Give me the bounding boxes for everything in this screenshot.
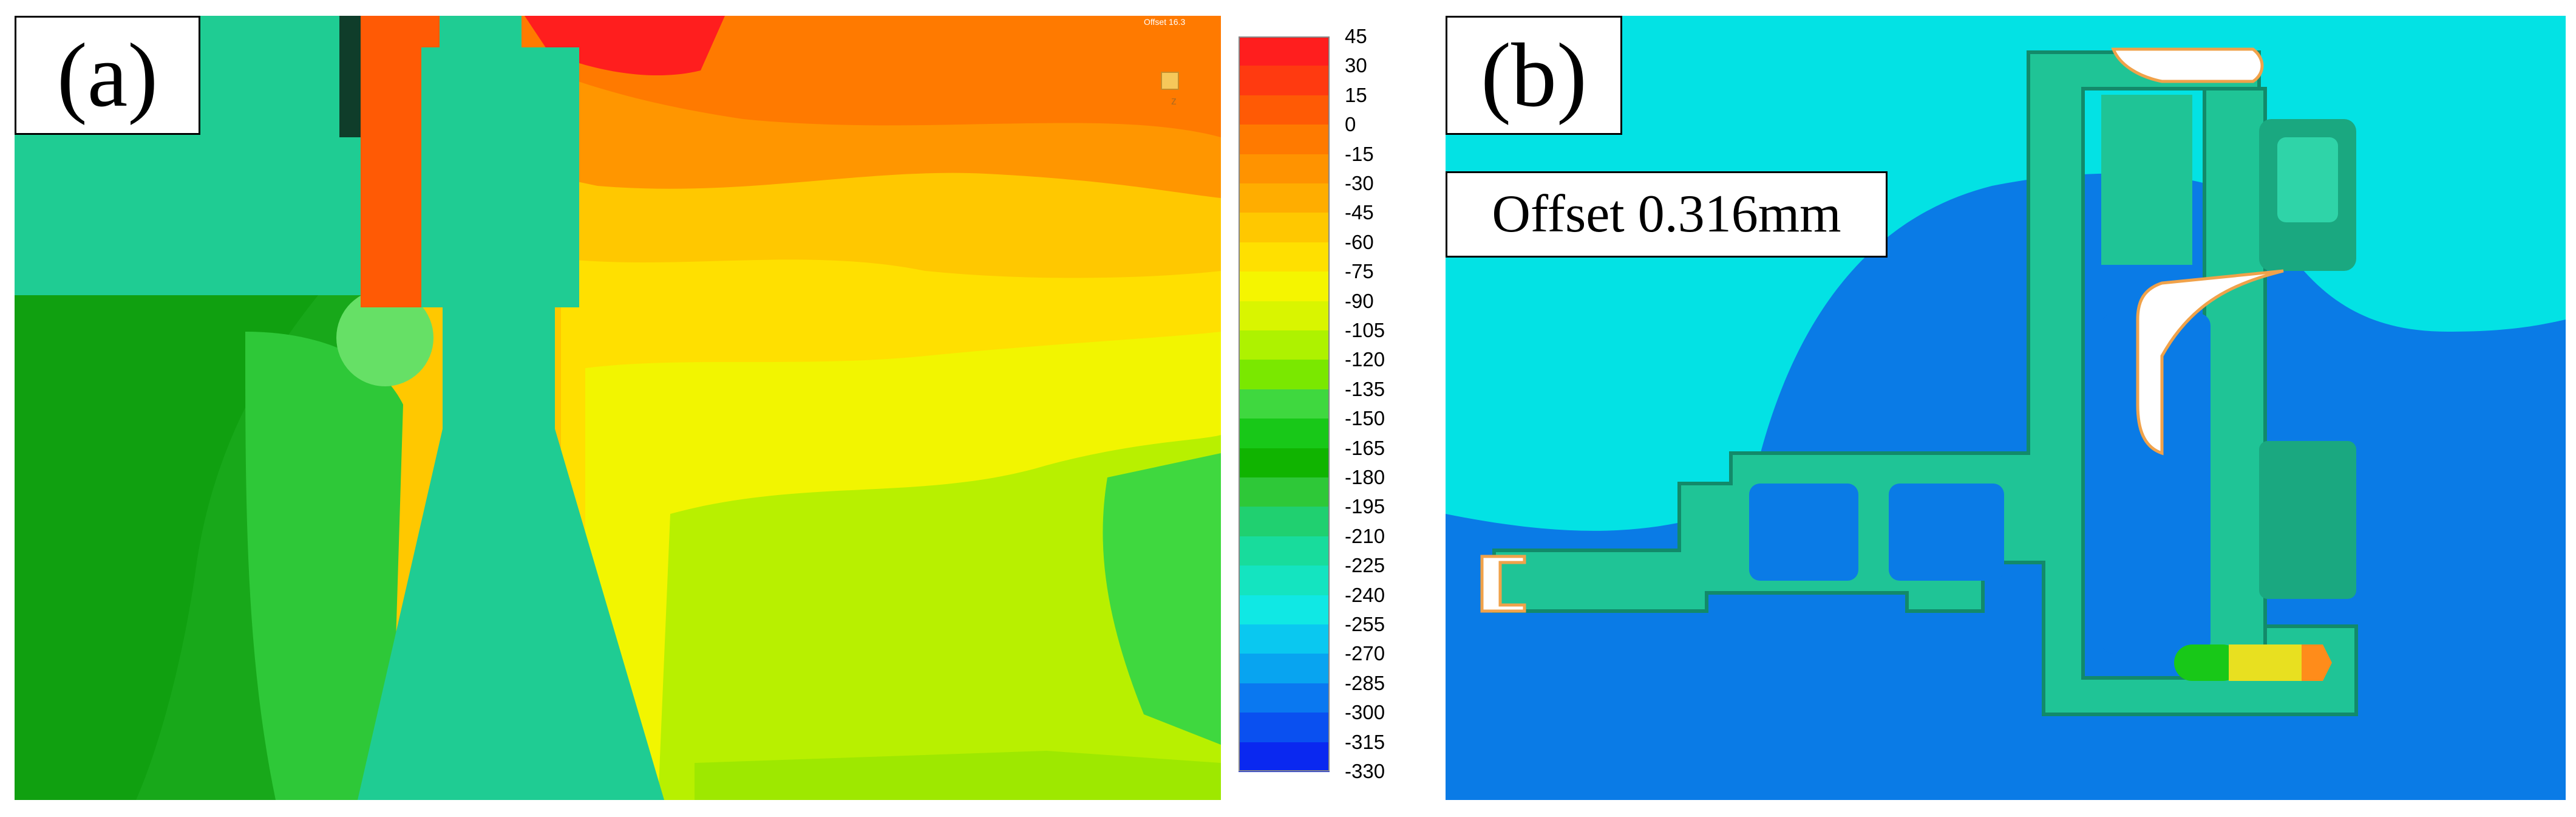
colorbar-segment xyxy=(1239,360,1330,390)
colorbar-segment xyxy=(1239,683,1330,713)
colorbar-segment xyxy=(1239,389,1330,419)
pin-yellow xyxy=(2229,644,2302,681)
colorbar-tick-label: -195 xyxy=(1345,495,1385,518)
bottom-green-strip xyxy=(695,751,1221,800)
colorbar-tick-label: 15 xyxy=(1345,83,1367,106)
colorbar-tick-label: -315 xyxy=(1345,730,1385,753)
central-pillar xyxy=(358,16,664,800)
colorbar-segment xyxy=(1239,477,1330,507)
panel-b: (b) Offset 0.316mm xyxy=(1446,16,2566,800)
colorbar-frame xyxy=(1239,36,1330,771)
gap-left xyxy=(1480,555,1526,613)
colorbar-tick-label: -135 xyxy=(1345,377,1385,400)
probe-marker-icon xyxy=(1161,72,1179,90)
cavity-left xyxy=(1749,484,1858,581)
offset-label: Offset 0.316mm xyxy=(1446,171,1888,258)
colorbar-tick-label: -255 xyxy=(1345,613,1385,635)
colorbar-tick-label: -150 xyxy=(1345,407,1385,430)
part-geometry xyxy=(1492,50,2358,716)
cavity-tall xyxy=(2101,313,2211,654)
colorbar-segment xyxy=(1239,448,1330,478)
colorbar-tick-label: -270 xyxy=(1345,642,1385,665)
colorbar-segment xyxy=(1239,213,1330,243)
colorbar-tick-label: -300 xyxy=(1345,701,1385,724)
colorbar-tick-label: -45 xyxy=(1345,201,1374,224)
colorbar-tick-label: 30 xyxy=(1345,54,1367,77)
colorbar-tick-label: -240 xyxy=(1345,583,1385,606)
colorbar-segment xyxy=(1239,125,1330,155)
dark-green-region xyxy=(15,295,318,800)
cavity-mid xyxy=(1889,484,2004,581)
colorbar-segment xyxy=(1239,95,1330,125)
panel-b-label: (b) xyxy=(1446,16,1622,135)
colorbar-tick-label: -165 xyxy=(1345,436,1385,459)
colorbar-tick-label: -60 xyxy=(1345,230,1374,253)
part-outline xyxy=(1492,50,2358,716)
panel-a: (a) Offset 16.3 z xyxy=(15,16,1221,800)
colorbar-segment xyxy=(1239,595,1330,625)
colorbar-segment xyxy=(1239,654,1330,684)
colorbar-segment xyxy=(1239,330,1330,360)
colorbar-segment xyxy=(1239,624,1330,654)
colorbar-tick-label: -75 xyxy=(1345,260,1374,283)
colorbar-segment xyxy=(1239,507,1330,537)
panel-a-small-tag: Offset 16.3 xyxy=(1144,17,1186,27)
colorbar-tick-label: -30 xyxy=(1345,172,1374,194)
pin-green xyxy=(2174,644,2241,681)
pin-tip xyxy=(2302,644,2332,681)
yellow-green-band xyxy=(658,435,1221,800)
green-patch-right xyxy=(1103,453,1221,745)
colorbar-segment xyxy=(1239,66,1330,96)
colorbar-tick-label: -285 xyxy=(1345,671,1385,694)
colorbar-segment xyxy=(1239,154,1330,184)
colorbar-segment xyxy=(1239,742,1330,772)
colorbar-segment xyxy=(1239,183,1330,213)
colorbar-tick-label: -15 xyxy=(1345,142,1374,165)
colorbar-segment xyxy=(1239,536,1330,566)
colorbar-tick-label: 45 xyxy=(1345,25,1367,47)
colorbar: 45 30 15 0 -15 -30 -45 -60 -75 -90 -105 -120 -135 -15… xyxy=(1239,26,1385,782)
gap-top xyxy=(2111,47,2264,83)
colorbar-tick-label: -330 xyxy=(1345,760,1385,782)
colorbar-tick-label: -90 xyxy=(1345,289,1374,312)
colorbar-segment xyxy=(1239,301,1330,331)
colorbar-tick-label: -180 xyxy=(1345,466,1385,488)
colorbar-segment xyxy=(1239,36,1330,66)
upper-chamber xyxy=(2101,95,2192,265)
gap-mid xyxy=(2136,269,2284,456)
right-block-inner xyxy=(2277,137,2338,222)
mid-green-region xyxy=(245,332,403,800)
colorbar-tick-label: -210 xyxy=(1345,524,1385,547)
panel-b-contour-plot xyxy=(1446,47,2566,800)
colorbar-segment xyxy=(1239,242,1330,272)
right-lower-block xyxy=(2259,441,2356,599)
colorbar-segment xyxy=(1239,566,1330,596)
panel-a-label: (a) xyxy=(15,16,200,135)
colorbar-segment xyxy=(1239,272,1330,302)
colorbar-tick-label: -120 xyxy=(1345,348,1385,371)
colorbar-tick-label: 0 xyxy=(1345,113,1356,136)
colorbar-segment xyxy=(1239,713,1330,743)
green-hotspot xyxy=(336,289,433,386)
colorbar-tick-label: -105 xyxy=(1345,319,1385,341)
probe-marker-label: z xyxy=(1171,95,1177,107)
part-right-wall xyxy=(2203,87,2267,655)
colorbar-tick-label: -225 xyxy=(1345,554,1385,577)
colorbar-segment xyxy=(1239,419,1330,449)
